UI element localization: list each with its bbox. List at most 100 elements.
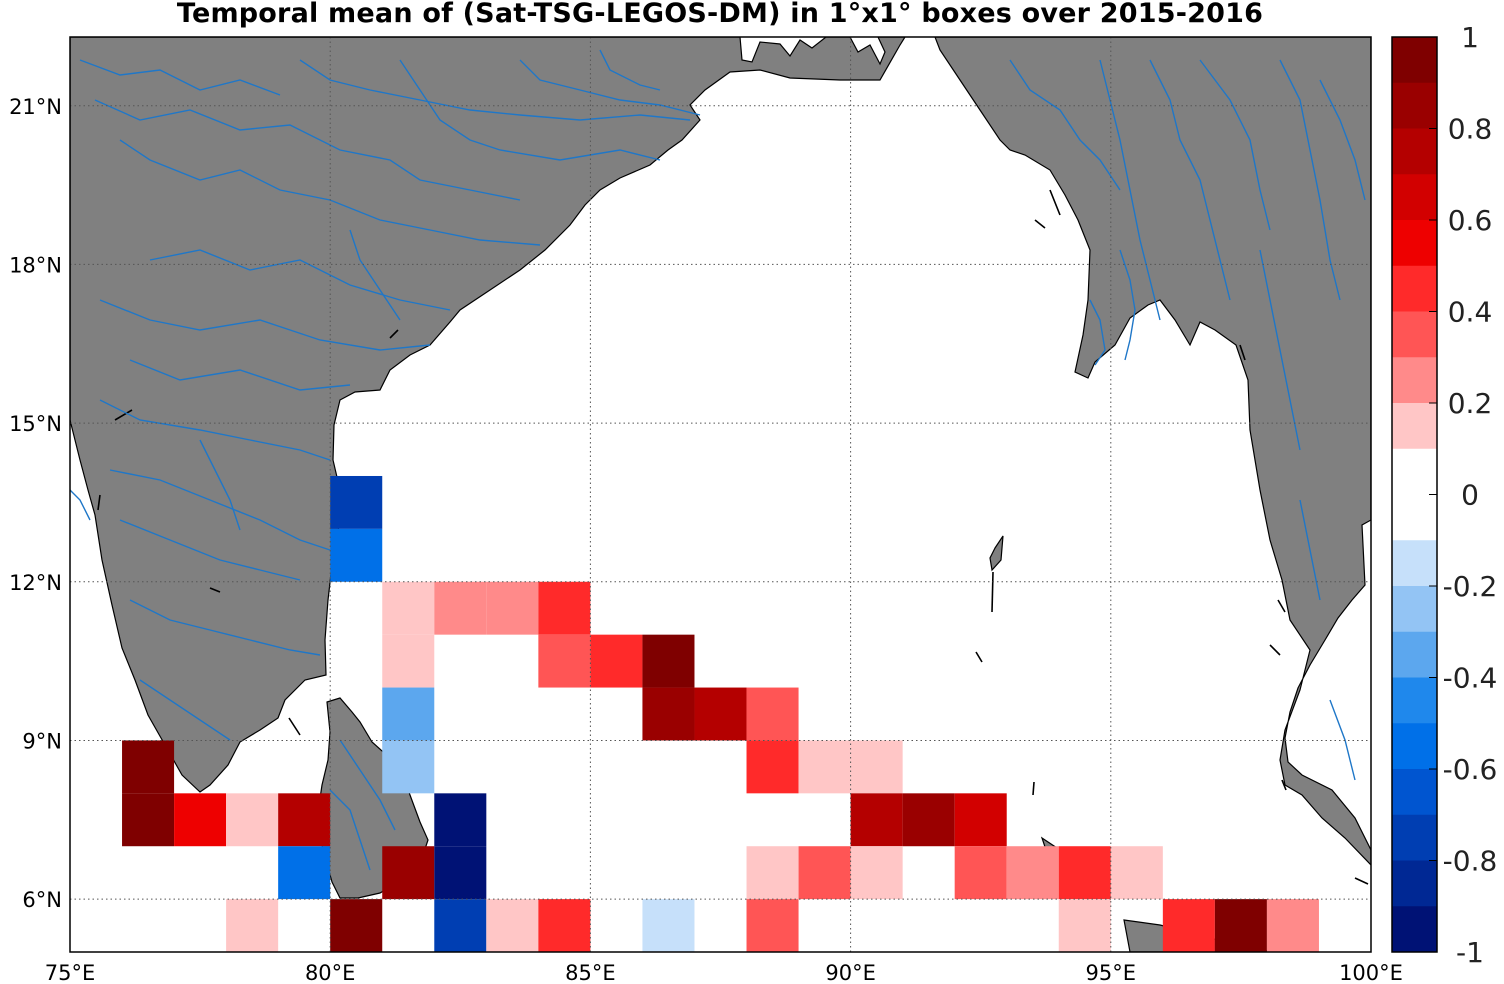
heatmap-cell-94e-6n (1058, 846, 1111, 900)
graticule (70, 37, 1371, 952)
colorbar-tick-label: 1 (1461, 21, 1479, 54)
heatmap-cell-88e-6n (746, 846, 799, 900)
heatmap-cell-84e-11n (538, 581, 591, 635)
heatmap-cell-86e-5n (642, 899, 695, 952)
x-tick-label: 100°E (1339, 961, 1403, 984)
y-tick-label: 21°N (9, 95, 62, 119)
heatmap-cells (122, 475, 1319, 952)
x-tick-label: 85°E (565, 961, 616, 984)
y-tick-label: 6°N (22, 888, 62, 912)
y-tick-label: 18°N (9, 253, 62, 277)
colorbar-tick-label: -0.2 (1443, 570, 1498, 603)
heatmap-cell-97e-5n (1214, 899, 1267, 952)
heatmap-cell-90e-8n (850, 740, 903, 794)
heatmap-cell-86e-10n (642, 634, 695, 688)
x-tick-label: 75°E (45, 961, 96, 984)
heatmap-cell-92e-7n (954, 793, 1007, 847)
colorbar-tick-label: -1 (1456, 936, 1484, 969)
x-tick-label: 80°E (305, 961, 356, 984)
colorbar-segment (1392, 82, 1437, 129)
colorbar-segment (1392, 174, 1437, 221)
heatmap-cell-81e-9n (382, 687, 435, 741)
colorbar-segment (1392, 906, 1437, 953)
heatmap-cell-81e-11n (382, 581, 435, 635)
myanmar-landmass (934, 37, 1371, 866)
colorbar-segment (1392, 540, 1437, 587)
heatmap-cell-98e-5n (1266, 899, 1319, 952)
colorbar-segment (1392, 814, 1437, 861)
colorbar-segment (1392, 128, 1437, 175)
colorbar-segment (1392, 37, 1437, 84)
heatmap-cell-81e-8n (382, 740, 435, 794)
colorbar-segment (1392, 220, 1437, 267)
heatmap-cell-78e-5n (226, 899, 279, 952)
heatmap-cell-81e-6n (382, 846, 435, 900)
heatmap-cell-89e-8n (798, 740, 851, 794)
x-axis: 75°E 80°E 85°E 90°E 95°E 100°E (45, 961, 1403, 984)
heatmap-cell-82e-7n (434, 793, 487, 847)
heatmap-cell-90e-6n (850, 846, 903, 900)
colorbar-tick-label: 0.6 (1448, 204, 1493, 237)
heatmap-cell-81e-10n (382, 634, 435, 688)
y-axis: 6°N 9°N 12°N 15°N 18°N 21°N (9, 95, 62, 912)
colorbar-segment (1392, 769, 1437, 816)
heatmap-cell-80e-12n (330, 528, 383, 582)
heatmap-cell-92e-6n (954, 846, 1007, 900)
heatmap-cell-91e-7n (902, 793, 955, 847)
heatmap-cell-90e-7n (850, 793, 903, 847)
colorbar-segment (1392, 860, 1437, 907)
colorbar-tick-label: -0.8 (1443, 845, 1498, 878)
y-tick-label: 12°N (9, 571, 62, 595)
colorbar-segment (1392, 677, 1437, 724)
heatmap-cell-88e-5n (746, 899, 799, 952)
colorbar-segment (1392, 586, 1437, 633)
colorbar-segment (1392, 311, 1437, 358)
heatmap-cell-96e-5n (1162, 899, 1215, 952)
andaman-island (989, 535, 1004, 572)
colorbar: 1 0.8 0.6 0.4 0.2 0 -0.2 -0.4 -0.6 -0.8 -1 (1391, 21, 1498, 969)
heatmap-cell-76e-8n (122, 740, 175, 794)
heatmap-cell-79e-6n (278, 846, 331, 900)
heatmap-cell-82e-11n (434, 581, 487, 635)
colorbar-segment (1392, 403, 1437, 450)
heatmap-cell-93e-6n (1006, 846, 1059, 900)
small-islands (97, 189, 1369, 885)
colorbar-segment (1392, 265, 1437, 312)
heatmap-cell-87e-9n (694, 687, 747, 741)
heatmap-cell-86e-9n (642, 687, 695, 741)
map-title: Temporal mean of (Sat-TSG-LEGOS-DM) in 1… (176, 0, 1264, 29)
heatmap-cell-85e-10n (590, 634, 643, 688)
colorbar-segment (1392, 723, 1437, 770)
heatmap-cell-83e-11n (486, 581, 539, 635)
x-tick-label: 90°E (825, 961, 876, 984)
colorbar-tick-label: -0.4 (1443, 662, 1498, 695)
heatmap-cell-82e-5n (434, 899, 487, 952)
heatmap-cell-78e-7n (226, 793, 279, 847)
colorbar-segment (1392, 494, 1437, 541)
heatmap-cell-80e-13n (330, 475, 383, 529)
heatmap-cell-82e-6n (434, 846, 487, 900)
heatmap-cell-77e-7n (174, 793, 227, 847)
colorbar-tick-label: 0.2 (1448, 387, 1493, 420)
colorbar-tick-label: 0 (1461, 479, 1479, 512)
colorbar-tick-label: -0.6 (1443, 753, 1498, 786)
heatmap-cell-84e-5n (538, 899, 591, 952)
y-tick-label: 15°N (9, 412, 62, 436)
heatmap-cell-84e-10n (538, 634, 591, 688)
colorbar-segment (1392, 357, 1437, 404)
map-frame (69, 36, 1372, 953)
colorbar-segment (1392, 631, 1437, 678)
heatmap-cell-89e-6n (798, 846, 851, 900)
heatmap-cell-95e-6n (1110, 846, 1163, 900)
india-landmass (70, 37, 906, 793)
heatmap-cell-80e-5n (330, 899, 383, 952)
heatmap-cell-88e-9n (746, 687, 799, 741)
colorbar-segment (1392, 448, 1437, 495)
heatmap-cell-94e-5n (1058, 899, 1111, 952)
heatmap-cell-83e-5n (486, 899, 539, 952)
river-network (70, 49, 1366, 871)
x-tick-label: 95°E (1086, 961, 1137, 984)
heatmap-cell-79e-7n (278, 793, 331, 847)
colorbar-tick-label: 0.4 (1448, 296, 1493, 329)
